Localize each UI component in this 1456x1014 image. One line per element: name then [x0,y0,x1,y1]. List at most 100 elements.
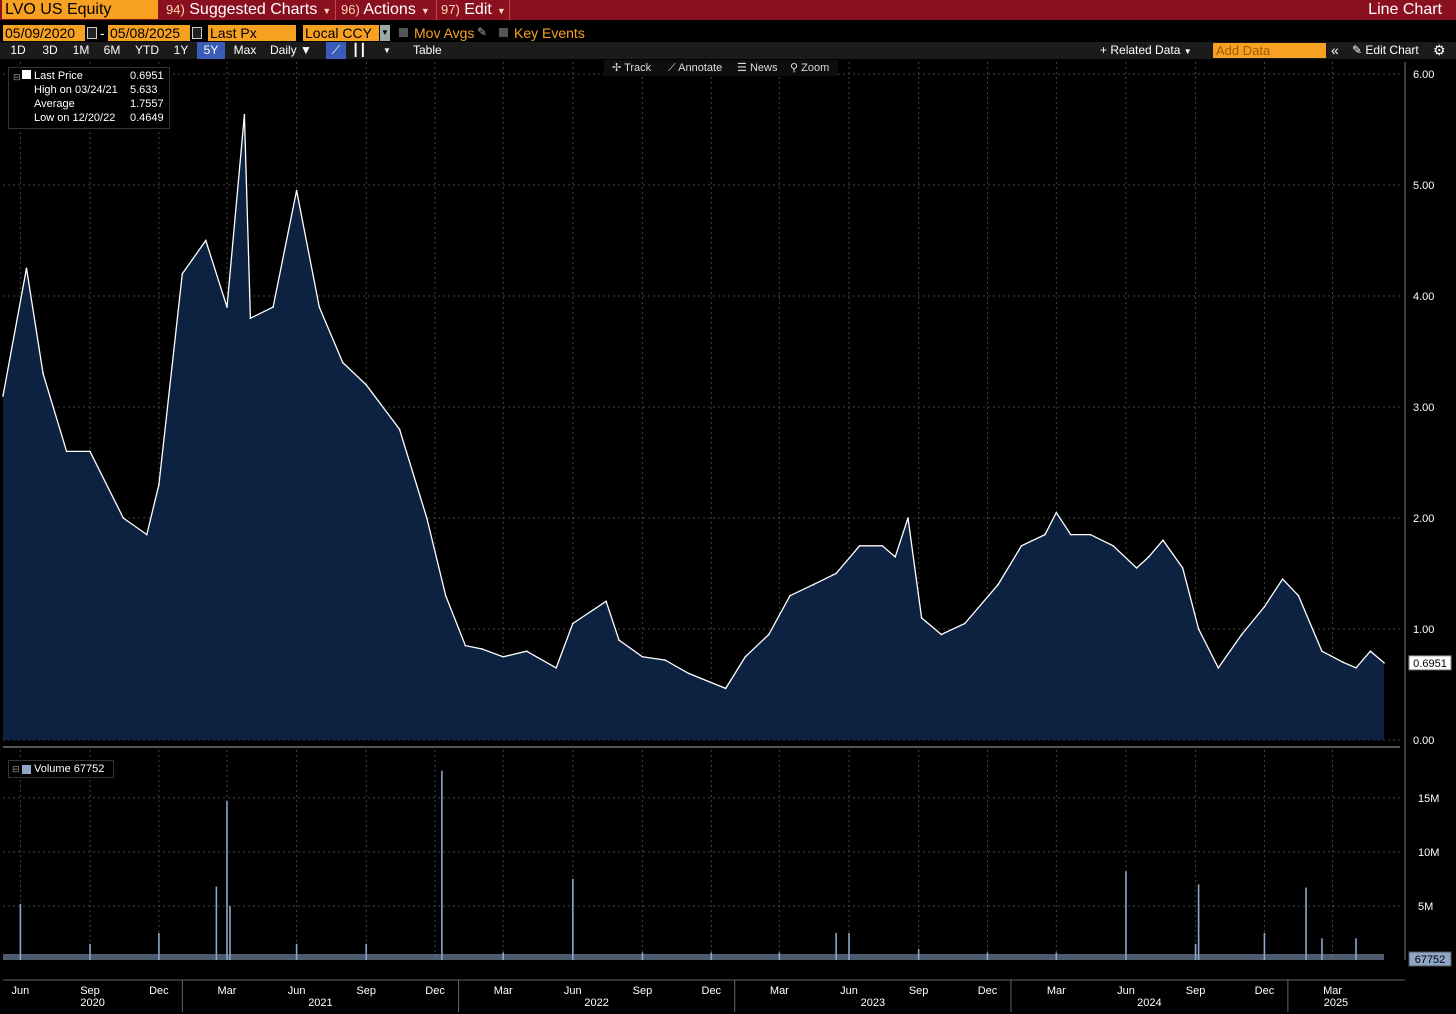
end-date-field[interactable]: 05/08/2025 [108,25,190,41]
volume-bar [848,932,850,960]
zoom-label: Zoom [801,62,830,74]
price-point [318,306,321,308]
gear-icon[interactable]: ⚙ [1433,42,1446,58]
volume-bar [1194,943,1197,960]
field-select[interactable]: Last Px [208,25,296,41]
x-tick-label: Sep [356,985,376,997]
x-tick-label: Dec [149,985,169,997]
price-point [1383,662,1385,664]
table-button[interactable]: Table [413,43,442,57]
volume-bar [1263,932,1266,960]
period-6m[interactable]: 6M [103,43,121,57]
volume-bar [1197,884,1200,960]
price-point [481,648,483,650]
price-point [341,361,344,364]
bar-type-icon[interactable]: ┃┃ [352,43,367,57]
series-swatch [22,70,31,79]
calendar-icon[interactable] [192,27,202,39]
price-point [1089,533,1092,536]
pencil-icon[interactable]: ✎ [477,25,488,39]
legend-label: Last Price [34,70,83,82]
volume-bar [229,905,231,960]
calendar-icon[interactable] [87,27,97,39]
price-point [295,189,298,192]
y-tick-label: 4.00 [1413,291,1434,303]
edit-chart-label: Edit Chart [1365,43,1419,57]
frequency-select[interactable]: Daily ▼ [270,42,312,59]
collapse-icon[interactable]: ⊟ [12,764,20,774]
price-point [65,450,68,453]
price-point [963,622,966,625]
chevron-down-icon[interactable]: ▼ [380,25,390,41]
period-1y[interactable]: 1Y [173,43,189,57]
period-ytd[interactable]: YTD [135,43,159,57]
price-point [940,633,943,636]
zoom-tool[interactable]: ⚲ Zoom [790,61,829,75]
related-data-button[interactable]: + Related Data ▼ [1100,42,1192,59]
price-point [1055,511,1058,514]
price-point [1321,650,1323,652]
period-1d[interactable]: 1D [10,43,26,57]
key-events-checkbox[interactable] [499,28,508,37]
x-tick-label: Sep [1186,985,1206,997]
chevron-down-icon: ▼ [496,6,506,16]
period-max[interactable]: Max [233,43,257,57]
volume-baseline [3,954,1384,960]
x-tick-label: Sep [909,985,929,997]
chevron-down-icon[interactable]: ▼ [383,46,391,55]
price-point [1044,533,1046,536]
menu-edit[interactable]: 97) Edit ▼ [441,0,506,20]
menu-suggested-charts[interactable]: 94) Suggested Charts ▼ [166,0,331,20]
price-point [249,317,252,320]
volume-bar [365,943,368,960]
track-tool[interactable]: ✢ Track [612,61,651,75]
volume-bar [215,886,218,960]
last-price-value: 0.6951 [1413,658,1447,670]
price-point [2,395,4,397]
line-chart-icon[interactable]: ⟋ [326,42,346,59]
edit-chart-button[interactable]: ✎ Edit Chart [1352,42,1419,59]
menu-actions[interactable]: 96) Actions ▼ [341,0,430,20]
price-point [997,583,999,586]
price-point [1342,661,1344,664]
x-year-label: 2023 [861,997,885,1009]
x-tick-label: Dec [425,985,445,997]
collapse-icon[interactable]: ⊟ [13,72,21,82]
x-tick-label: Mar [494,985,513,997]
currency-select[interactable]: Local CCY [303,25,379,41]
period-toolbar [0,42,1456,59]
price-point [835,572,837,575]
volume-bar [986,952,989,960]
menu-number: 96) [341,2,360,17]
volume-bar [502,952,504,960]
annotate-tool[interactable]: ⟋ Annotate [668,61,722,75]
divider [509,0,510,20]
collapse-icon[interactable]: « [1331,42,1339,58]
chevron-down-icon: ▼ [322,6,332,16]
ticker-field[interactable]: LVO US Equity [2,0,158,19]
price-point [724,687,727,690]
related-data-label: Related Data [1110,43,1181,57]
volume-bar [295,943,298,960]
price-point [881,544,884,547]
period-1m[interactable]: 1M [72,43,90,57]
x-tick-label: Jun [840,985,858,997]
add-data-input[interactable]: Add Data [1213,43,1326,58]
period-3d[interactable]: 3D [42,43,58,57]
price-point [226,306,228,308]
volume-bar [1355,938,1357,960]
chevron-down-icon: ▼ [420,6,430,16]
price-point [618,639,620,641]
period-5y[interactable]: 5Y [197,42,225,59]
price-point [641,655,644,658]
price-point [767,633,770,636]
menu-label: Suggested Charts [189,1,318,18]
news-tool[interactable]: ☰ News [737,61,777,75]
price-point [89,450,91,453]
price-point [1263,606,1266,608]
mov-avgs-checkbox[interactable] [399,28,408,37]
magnifier-icon: ⚲ [790,62,799,74]
start-date-field[interactable]: 05/09/2020 [3,25,85,41]
price-point [858,544,861,547]
